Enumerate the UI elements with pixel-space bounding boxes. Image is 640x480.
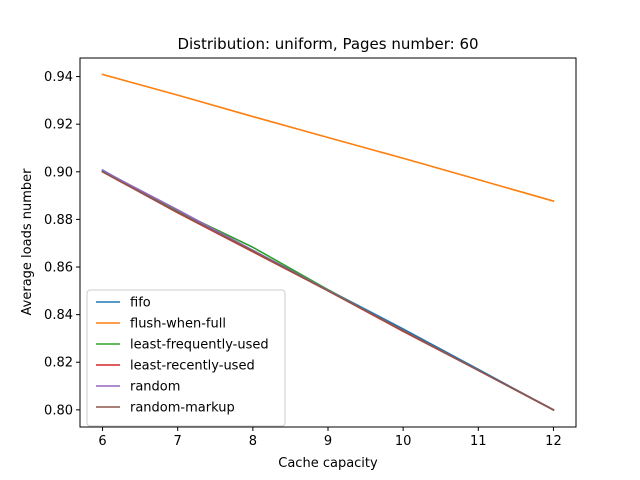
- series-line-flush-when-full: [101, 73, 555, 203]
- x-tick-label: 9: [324, 434, 332, 449]
- y-axis-ticks: 0.80 0.82 0.84 0.86 0.88 0.90 0.92 0.94: [44, 70, 80, 418]
- x-tick-label: 12: [545, 434, 562, 449]
- x-tick-label: 10: [395, 434, 412, 449]
- series-lines: [101, 73, 555, 411]
- y-tick-label: 0.82: [44, 356, 73, 371]
- y-tick-label: 0.92: [44, 118, 73, 133]
- y-tick-label: 0.80: [44, 403, 73, 418]
- legend-label-least-frequently-used: least-frequently-used: [130, 338, 269, 353]
- y-tick-label: 0.94: [44, 70, 73, 85]
- x-tick-label: 11: [470, 434, 487, 449]
- x-tick-label: 8: [249, 434, 257, 449]
- legend-label-least-recently-used: least-recently-used: [130, 359, 255, 374]
- x-tick-label: 7: [174, 434, 182, 449]
- y-tick-label: 0.88: [44, 213, 73, 228]
- legend-label-flush-when-full: flush-when-full: [130, 317, 226, 332]
- legend-box: [86, 289, 286, 427]
- y-tick-label: 0.84: [44, 308, 73, 323]
- y-axis-label: Average loads number: [20, 168, 35, 316]
- legend-label-fifo: fifo: [130, 296, 151, 311]
- series-line-random-markup: [101, 170, 555, 411]
- legend: fifo flush-when-full least-frequently-used…: [86, 289, 286, 427]
- legend-label-random: random: [130, 380, 180, 395]
- y-tick-label: 0.86: [44, 261, 73, 276]
- y-tick-label: 0.90: [44, 165, 73, 180]
- x-axis-ticks: 6 7 8 9 10 11 12: [98, 427, 562, 449]
- chart-title: Distribution: uniform, Pages number: 60: [177, 35, 478, 53]
- legend-label-random-markup: random-markup: [130, 401, 235, 416]
- x-axis-label: Cache capacity: [278, 456, 378, 471]
- x-tick-label: 6: [98, 434, 106, 449]
